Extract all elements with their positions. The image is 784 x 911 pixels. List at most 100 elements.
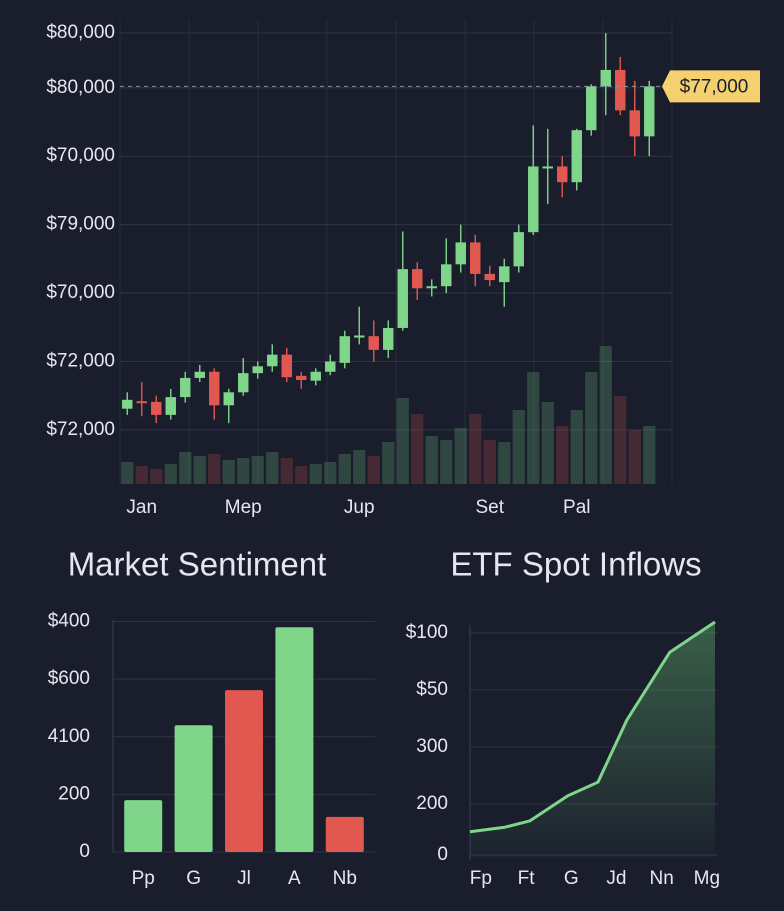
chart-title: ETF Spot Inflows bbox=[450, 546, 701, 583]
candle-body bbox=[513, 232, 524, 267]
volume-bar bbox=[396, 398, 409, 484]
candle-body bbox=[557, 166, 568, 183]
y-tick-label: 300 bbox=[416, 736, 448, 757]
candle-body bbox=[600, 69, 611, 87]
candle-body bbox=[267, 354, 278, 367]
volume-bar bbox=[643, 426, 656, 484]
candle-body bbox=[484, 273, 495, 281]
candle-body bbox=[354, 335, 365, 338]
volume-bar bbox=[440, 440, 453, 484]
candle-body bbox=[136, 401, 147, 404]
volume-bar bbox=[309, 464, 322, 484]
x-tick-label: Fp bbox=[470, 868, 492, 889]
candle-body bbox=[383, 327, 394, 350]
candle-body bbox=[209, 371, 220, 406]
candle-body bbox=[339, 336, 350, 363]
volume-bar bbox=[382, 442, 395, 484]
candle-body bbox=[644, 86, 655, 137]
y-tick-label: $50 bbox=[416, 679, 448, 700]
y-tick-label: 0 bbox=[79, 841, 90, 862]
candle-body bbox=[310, 371, 321, 381]
volume-bar bbox=[469, 414, 482, 484]
volume-bar bbox=[193, 456, 206, 484]
volume-bar bbox=[251, 456, 264, 484]
candle-body bbox=[412, 269, 423, 289]
candle-body bbox=[252, 366, 263, 374]
candle-body bbox=[441, 264, 452, 287]
volume-bar bbox=[483, 440, 496, 484]
x-tick-label: G bbox=[186, 868, 201, 889]
bar bbox=[225, 690, 263, 852]
candle-body bbox=[455, 242, 466, 265]
volume-bar bbox=[599, 346, 612, 484]
area-fill bbox=[470, 622, 715, 858]
candle-body bbox=[223, 392, 234, 406]
candle-body bbox=[470, 242, 481, 274]
x-tick-label: Set bbox=[475, 497, 504, 518]
chart-title: Market Sentiment bbox=[68, 546, 327, 583]
volume-bar bbox=[237, 458, 250, 484]
volume-bar bbox=[324, 462, 337, 484]
volume-bar bbox=[179, 452, 192, 484]
x-tick-label: A bbox=[288, 868, 301, 889]
y-tick-label: 200 bbox=[416, 793, 448, 814]
y-tick-label: $100 bbox=[406, 622, 448, 643]
x-tick-label: Jl bbox=[237, 868, 251, 889]
candle-body bbox=[426, 286, 437, 289]
candle-body bbox=[180, 377, 191, 398]
volume-bar bbox=[498, 442, 511, 484]
y-tick-label: $70,000 bbox=[46, 282, 115, 303]
bar bbox=[325, 816, 364, 852]
candle-body bbox=[165, 397, 176, 415]
bar bbox=[124, 800, 163, 852]
candle-body bbox=[499, 266, 510, 283]
volume-bar bbox=[164, 464, 177, 484]
x-tick-label: G bbox=[564, 868, 579, 889]
candle-body bbox=[296, 375, 307, 380]
y-tick-label: $400 bbox=[48, 611, 90, 632]
volume-bar bbox=[541, 402, 554, 484]
candle-body bbox=[194, 371, 205, 378]
y-tick-label: $80,000 bbox=[46, 77, 115, 98]
x-tick-label: Jup bbox=[344, 497, 375, 518]
volume-bar bbox=[121, 462, 134, 484]
volume-bar bbox=[208, 454, 221, 484]
y-tick-label: 4100 bbox=[48, 726, 90, 747]
volume-bar bbox=[367, 456, 380, 484]
x-tick-label: Mg bbox=[694, 868, 720, 889]
candle-body bbox=[122, 399, 133, 409]
volume-bar bbox=[556, 426, 569, 484]
candle-body bbox=[615, 69, 626, 111]
volume-bar bbox=[527, 372, 540, 484]
y-tick-label: $72,000 bbox=[46, 351, 115, 372]
volume-bar bbox=[353, 450, 366, 484]
x-tick-label: Ft bbox=[518, 868, 536, 889]
volume-bar bbox=[614, 396, 627, 484]
candle-body bbox=[571, 130, 582, 183]
candle-body bbox=[325, 361, 336, 372]
candle-body bbox=[238, 373, 249, 393]
candle-body bbox=[281, 354, 292, 378]
volume-bar bbox=[150, 469, 163, 484]
x-tick-label: Nn bbox=[650, 868, 674, 889]
y-tick-label: 200 bbox=[58, 783, 90, 804]
volume-bar bbox=[135, 466, 148, 484]
volume-bar bbox=[222, 460, 235, 484]
volume-bar bbox=[280, 458, 293, 484]
line bbox=[469, 620, 716, 834]
x-tick-label: Pp bbox=[132, 868, 155, 889]
x-tick-label: Jan bbox=[126, 497, 157, 518]
x-tick-label: Nb bbox=[333, 868, 357, 889]
volume-bar bbox=[411, 414, 424, 484]
bar bbox=[275, 627, 314, 852]
price-tag-bg bbox=[662, 70, 760, 103]
volume-bar bbox=[512, 410, 525, 484]
x-tick-label: Jd bbox=[606, 868, 626, 889]
candle-body bbox=[397, 269, 408, 328]
candle-body bbox=[629, 110, 640, 137]
volume-bar bbox=[585, 372, 598, 484]
volume-bar bbox=[570, 410, 583, 484]
volume-bar bbox=[628, 430, 641, 484]
y-tick-label: $600 bbox=[48, 668, 90, 689]
volume-bar bbox=[425, 436, 438, 484]
